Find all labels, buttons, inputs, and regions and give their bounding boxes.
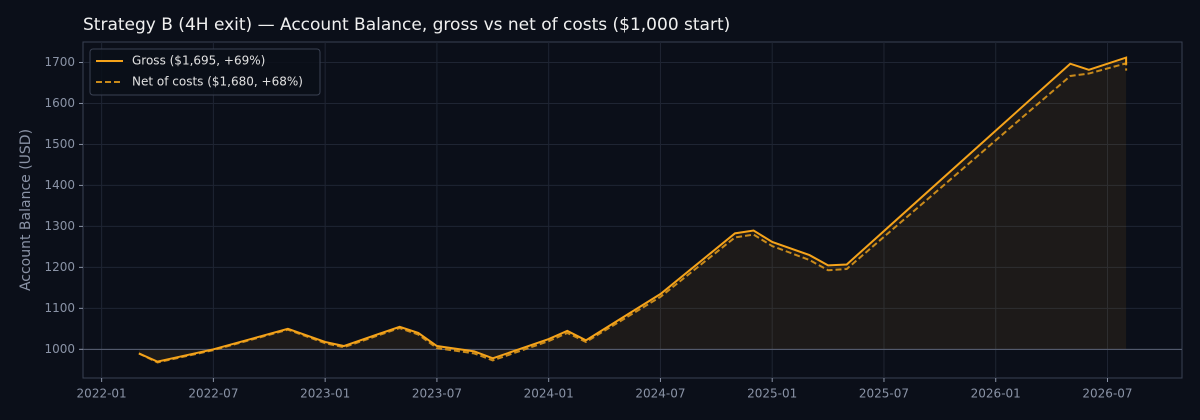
y-tick-label: 1600 (44, 96, 75, 110)
y-tick-label: 1700 (44, 55, 75, 69)
x-tick-label: 2023-07 (412, 387, 462, 401)
x-tick-label: 2023-01 (300, 387, 350, 401)
legend-box (89, 48, 321, 96)
x-tick-label: 2025-07 (859, 387, 909, 401)
x-tick-label: 2025-01 (747, 387, 797, 401)
legend-label: Gross ($1,695, +69%) (132, 54, 265, 68)
y-tick-label: 1400 (44, 178, 75, 192)
y-tick-label: 1200 (44, 260, 75, 274)
x-tick-label: 2024-07 (635, 387, 685, 401)
x-tick-label: 2022-01 (77, 387, 127, 401)
plot-area (82, 41, 1183, 379)
x-tick-label: 2022-07 (188, 387, 238, 401)
x-tick-label: 2026-01 (971, 387, 1021, 401)
y-tick-label: 1500 (44, 137, 75, 151)
chart-title: Strategy B (4H exit) — Account Balance, … (83, 15, 730, 35)
series-line (138, 61, 1128, 364)
x-tick-label: 2026-07 (1082, 387, 1132, 401)
y-tick-label: 1300 (44, 219, 75, 233)
y-tick-label: 1000 (44, 342, 75, 356)
series-line (138, 56, 1128, 363)
legend: Gross ($1,695, +69%) Net of costs ($1,680… (89, 48, 321, 96)
y-tick-label: 1100 (44, 301, 75, 315)
area-fill (138, 57, 1127, 362)
y-axis-label: Account Balance (USD) (18, 129, 34, 291)
legend-label: Net of costs ($1,680, +68%) (132, 75, 303, 89)
x-tick-label: 2024-01 (524, 387, 574, 401)
